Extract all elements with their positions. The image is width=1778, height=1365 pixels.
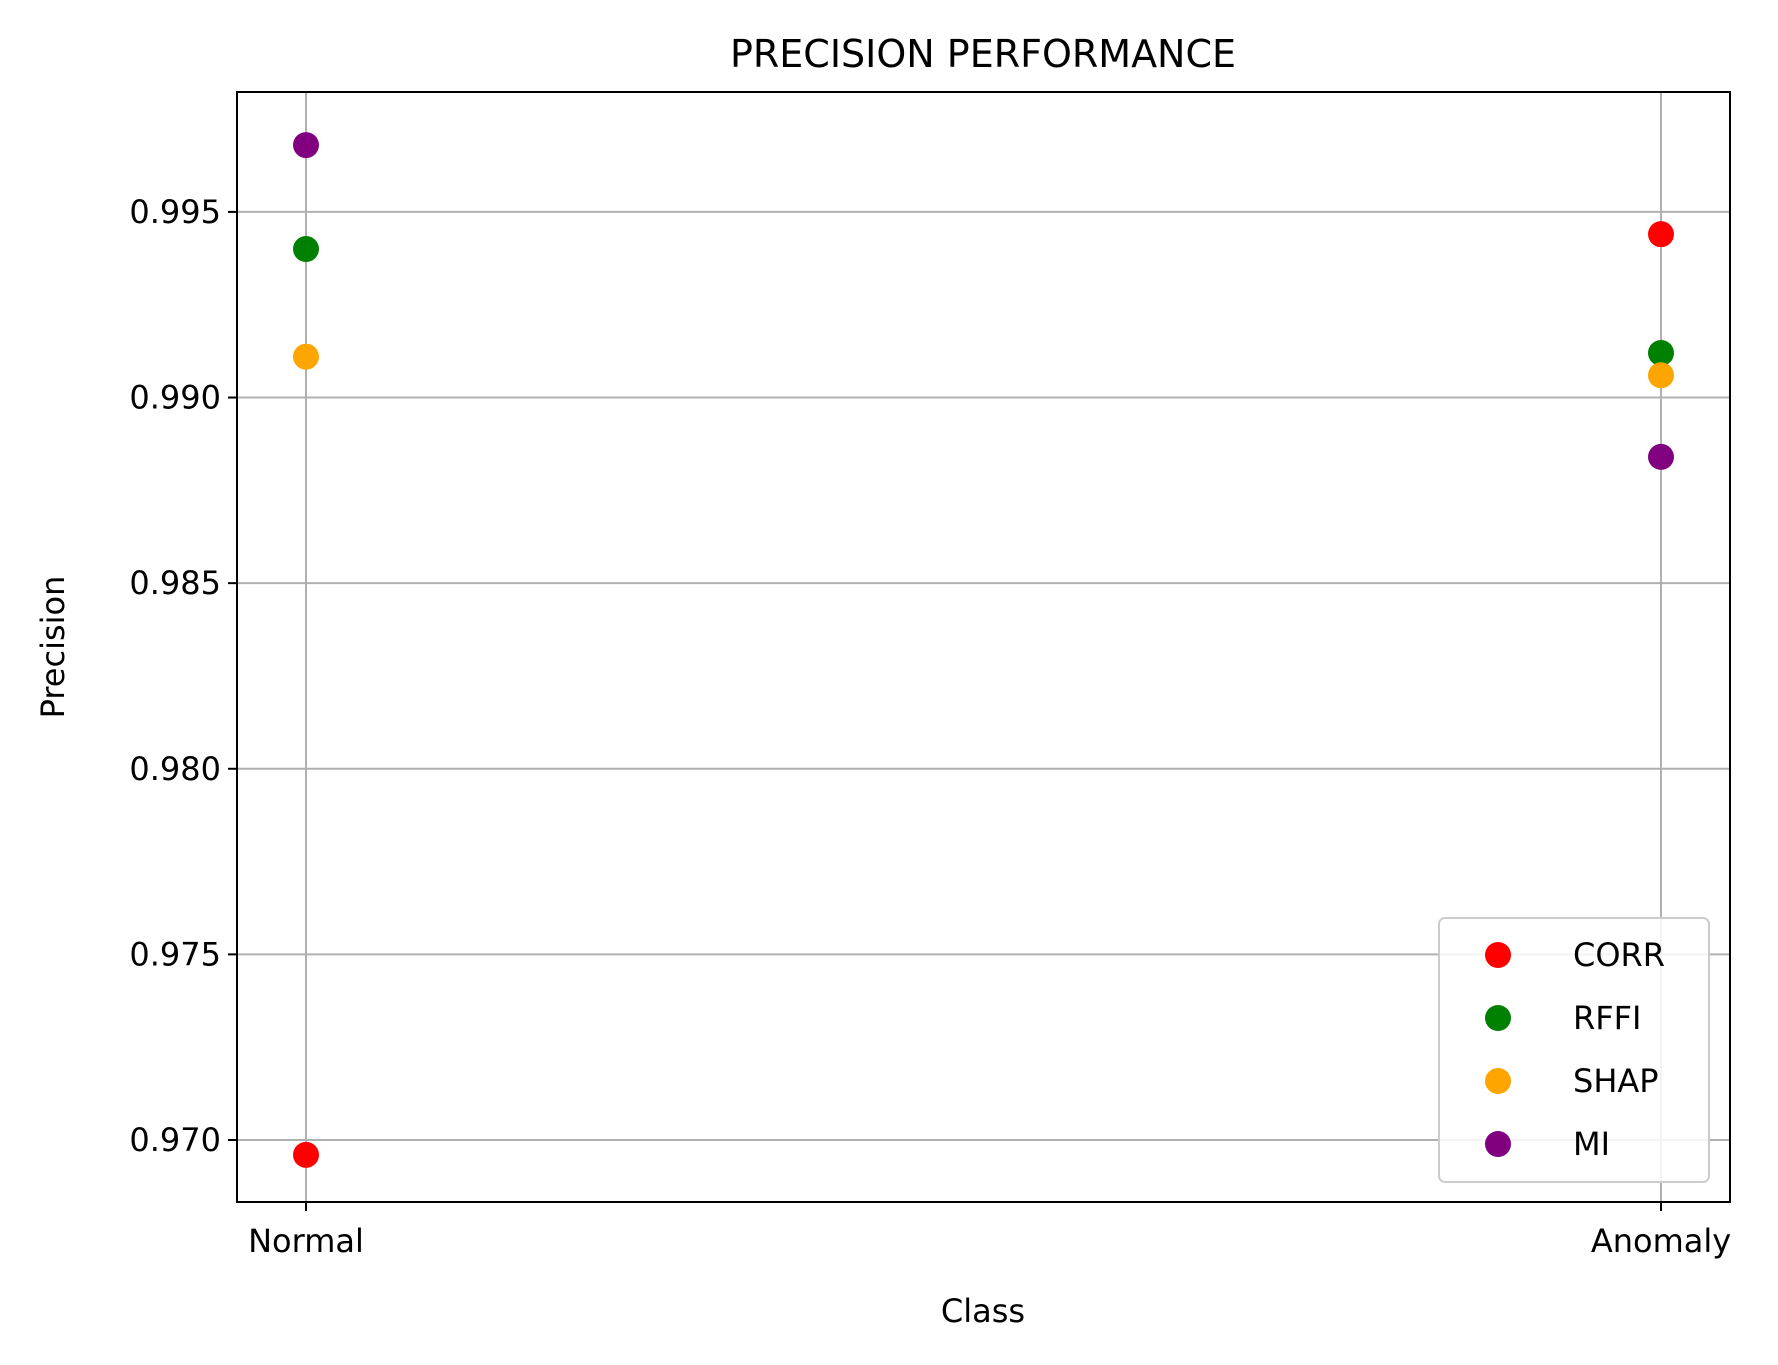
grid-lines xyxy=(237,92,1730,1202)
data-point-mi-normal xyxy=(293,132,319,159)
data-point-rffi-anomaly xyxy=(1648,339,1674,366)
x-axis-label: Class xyxy=(941,1292,1025,1330)
y-tick-label: 0.970 xyxy=(129,1121,221,1159)
y-tick-label: 0.985 xyxy=(129,564,221,602)
data-point-shap-normal xyxy=(293,343,319,370)
legend-label-corr: CORR xyxy=(1573,936,1665,974)
legend-label-shap: SHAP xyxy=(1573,1062,1659,1100)
data-point-rffi-normal xyxy=(293,236,319,263)
legend-marker-mi xyxy=(1485,1131,1511,1157)
legend-box xyxy=(1438,917,1710,1183)
y-axis-ticks: 0.970 0.975 0.980 0.985 0.990 0.995 xyxy=(129,193,237,1159)
data-points xyxy=(293,132,1674,1168)
legend-label-rffi: RFFI xyxy=(1573,999,1641,1037)
x-tick-label: Anomaly xyxy=(1591,1222,1731,1260)
data-point-corr-normal xyxy=(293,1141,319,1168)
y-tick-label: 0.990 xyxy=(129,379,221,417)
y-tick-label: 0.995 xyxy=(129,193,221,231)
legend: CORR RFFI SHAP MI xyxy=(1438,917,1710,1183)
plot-frame xyxy=(236,91,1731,1203)
data-point-corr-anomaly xyxy=(1648,221,1674,248)
legend-marker-shap xyxy=(1485,1068,1511,1094)
legend-marker-rffi xyxy=(1485,1005,1511,1031)
x-axis-ticks: Normal Anomaly xyxy=(248,1202,1731,1260)
y-tick-label: 0.975 xyxy=(129,935,221,973)
data-point-mi-anomaly xyxy=(1648,443,1674,470)
y-tick-label: 0.980 xyxy=(129,750,221,788)
data-point-shap-anomaly xyxy=(1648,362,1674,389)
chart-title: PRECISION PERFORMANCE xyxy=(730,32,1236,76)
legend-label-mi: MI xyxy=(1573,1125,1610,1163)
y-axis-label: Precision xyxy=(34,576,72,719)
x-tick-label: Normal xyxy=(248,1222,364,1260)
legend-marker-corr xyxy=(1485,942,1511,968)
